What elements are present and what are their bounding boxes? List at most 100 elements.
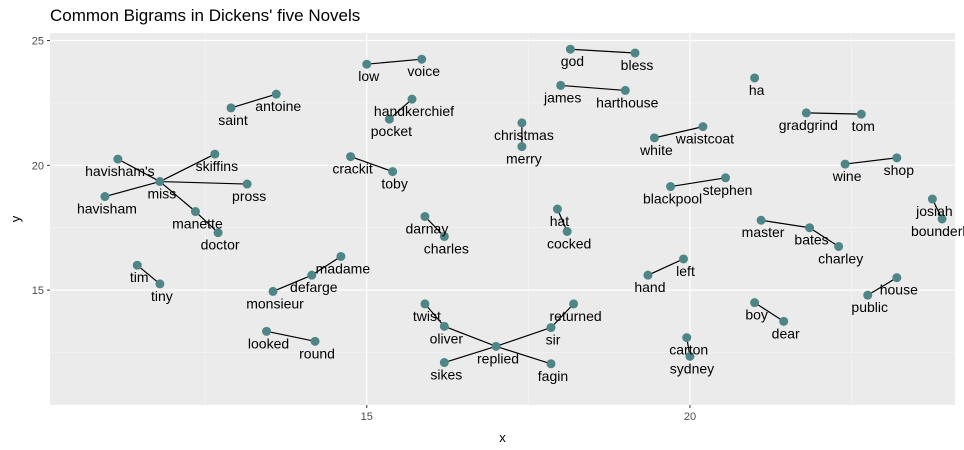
- label-pross: pross: [232, 188, 266, 204]
- edge-tim-tiny: [136, 264, 161, 285]
- label-josiah: josiah: [915, 203, 953, 219]
- node-hand: [643, 270, 653, 280]
- label-havisham: havisham: [77, 201, 137, 217]
- node-monsieur: [268, 286, 278, 296]
- label-charley: charley: [818, 250, 863, 266]
- label-tim: tim: [130, 269, 149, 285]
- label-replied: replied: [477, 350, 519, 366]
- node-doctor: [213, 228, 223, 238]
- label-harthouse: harthouse: [596, 94, 658, 110]
- node-havisham: [100, 192, 110, 202]
- label-fagin: fagin: [538, 368, 568, 384]
- edge-looked-round: [266, 330, 316, 342]
- node-pross: [242, 179, 252, 189]
- edge-miss-havisham: [104, 180, 161, 198]
- nodes: [100, 44, 947, 369]
- grid-lines: [50, 33, 955, 405]
- label-blackpool: blackpool: [643, 191, 702, 207]
- label-gradgrind: gradgrind: [779, 117, 838, 133]
- label-antoine: antoine: [255, 98, 301, 114]
- label-twist: twist: [413, 308, 441, 324]
- label-waistcoat: waistcoat: [675, 131, 734, 147]
- node-looked: [262, 326, 272, 336]
- label-toby: toby: [381, 176, 407, 192]
- label-wine: wine: [832, 168, 862, 184]
- label-low: low: [358, 68, 380, 84]
- chart-title: Common Bigrams in Dickens' five Novels: [50, 6, 361, 25]
- label-charles: charles: [424, 240, 469, 256]
- label-bless: bless: [621, 57, 654, 73]
- label-miss: miss: [148, 186, 177, 202]
- label-madame: madame: [316, 260, 371, 276]
- node-shop: [892, 153, 902, 163]
- axes: 15 20 15 20 25: [32, 35, 696, 423]
- label-looked: looked: [248, 335, 289, 351]
- node-charley: [834, 241, 844, 251]
- label-white: white: [639, 142, 673, 158]
- label-public: public: [851, 299, 888, 315]
- label-sir: sir: [546, 332, 561, 348]
- node-tiny: [155, 279, 165, 289]
- node-havishams: [113, 154, 123, 164]
- label-ha: ha: [749, 82, 765, 98]
- edge-replied-fagin: [495, 345, 552, 365]
- label-hand: hand: [634, 279, 665, 295]
- node-josiah: [927, 194, 937, 204]
- label-handkerchief: handkerchief: [374, 103, 454, 119]
- label-skiffins: skiffins: [196, 158, 239, 174]
- label-tiny: tiny: [151, 288, 173, 304]
- node-darnay: [420, 212, 430, 222]
- node-sikes: [439, 358, 449, 368]
- edge-twist-oliver: [424, 303, 445, 327]
- node-cocked: [562, 226, 572, 236]
- label-tom: tom: [852, 118, 875, 134]
- node-replied: [491, 341, 501, 351]
- label-manette: manette: [172, 216, 223, 232]
- node-tim: [132, 260, 142, 270]
- node-bates: [805, 223, 815, 233]
- label-voice: voice: [407, 63, 440, 79]
- label-shop: shop: [884, 162, 915, 178]
- node-blackpool: [666, 182, 676, 192]
- node-stephen: [721, 173, 731, 183]
- edge-gradgrind-tom: [806, 112, 862, 115]
- node-harthouse: [620, 85, 630, 95]
- edge-defarge-madame: [311, 255, 342, 276]
- label-crackit: crackit: [332, 161, 373, 177]
- label-left: left: [676, 263, 695, 279]
- label-pocket: pocket: [371, 123, 412, 139]
- node-house: [892, 273, 902, 283]
- edges: [104, 48, 943, 365]
- node-voice: [417, 54, 427, 64]
- node-ha: [750, 73, 760, 83]
- node-public: [863, 290, 873, 300]
- node-madame: [336, 251, 346, 261]
- node-skiffins: [210, 149, 220, 159]
- node-white: [649, 133, 659, 143]
- edge-white-waistcoat: [654, 126, 704, 139]
- label-saint: saint: [218, 112, 248, 128]
- label-god: god: [561, 53, 584, 69]
- node-toby: [388, 167, 398, 177]
- x-axis-title: x: [499, 430, 506, 445]
- edge-sir-replied: [495, 327, 552, 347]
- node-god: [565, 44, 575, 54]
- node-boy: [750, 298, 760, 308]
- node-gradgrind: [801, 108, 811, 118]
- label-darnay: darnay: [406, 221, 449, 237]
- label-stephen: stephen: [703, 182, 753, 198]
- label-sydney: sydney: [670, 360, 714, 376]
- label-cocked: cocked: [547, 235, 591, 251]
- label-returned: returned: [550, 308, 602, 324]
- edge-oliver-replied: [444, 325, 497, 347]
- node-charles: [439, 231, 449, 241]
- label-house: house: [880, 282, 918, 298]
- x-tick-label: 20: [684, 411, 696, 423]
- label-sikes: sikes: [430, 367, 462, 383]
- label-master: master: [742, 224, 785, 240]
- edge-boy-dear: [754, 302, 785, 322]
- edge-james-harthouse: [560, 84, 626, 92]
- edge-public-house: [867, 277, 898, 296]
- x-tick-label: 15: [361, 411, 373, 423]
